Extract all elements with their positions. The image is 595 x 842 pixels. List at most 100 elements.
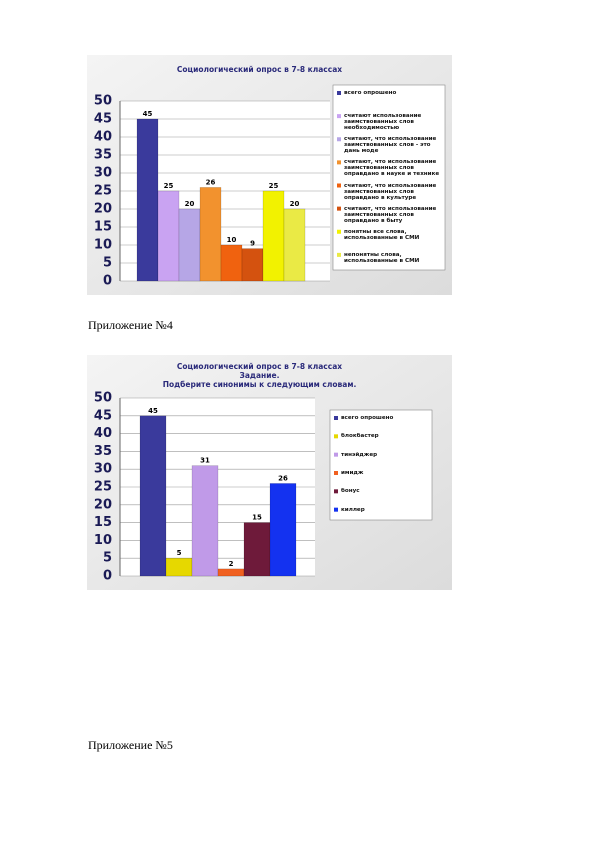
legend-entry: тинэйджер: [341, 451, 378, 458]
legend-entry: понятны все слова, использованные в СМИ: [344, 228, 420, 241]
y-tick-label: 30: [94, 166, 112, 181]
legend: [332, 84, 446, 271]
data-label: 45: [148, 407, 158, 415]
data-label: 25: [269, 182, 279, 190]
legend-entry: считают, что использование заимствованны…: [344, 136, 437, 155]
bar: [217, 568, 245, 577]
data-label: 10: [227, 236, 237, 244]
bar: [283, 208, 306, 282]
legend-swatch: [337, 229, 341, 234]
data-label: 15: [252, 514, 262, 522]
legend-entry: считают, что использование заимствованны…: [344, 182, 437, 201]
data-label: 26: [206, 178, 216, 186]
legend-entry: считают использование заимствованных сло…: [344, 113, 422, 132]
y-tick-label: 5: [103, 256, 112, 271]
legend-swatch: [337, 91, 341, 95]
legend-swatch: [334, 507, 338, 512]
chart-title: Задание.: [240, 371, 280, 380]
legend-swatch: [337, 137, 341, 142]
legend-swatch: [337, 183, 341, 188]
legend-label: считают, что использование заимствованны…: [344, 182, 437, 201]
bar: [262, 190, 285, 282]
legend-entry: всего опрошено: [344, 90, 397, 96]
legend-label: тинэйджер: [341, 451, 378, 458]
legend-entry: бонус: [341, 488, 360, 495]
legend-swatch: [337, 252, 341, 257]
bar: [191, 465, 219, 577]
y-tick-label: 10: [94, 238, 112, 253]
legend-swatch: [337, 114, 341, 119]
y-tick-label: 20: [94, 497, 112, 512]
legend-entry: киллер: [341, 506, 365, 513]
legend-entry: блокбастер: [341, 433, 379, 440]
data-label: 20: [185, 200, 195, 208]
y-tick-label: 25: [94, 480, 112, 495]
legend-entry: всего опрошено: [341, 415, 394, 421]
data-label: 25: [164, 182, 174, 190]
bar: [165, 557, 193, 577]
bar: [220, 244, 243, 282]
legend-entry: считают, что использование заимствованны…: [344, 159, 440, 178]
legend-label: имидж: [341, 470, 364, 476]
y-tick-label: 0: [103, 569, 112, 584]
y-tick-label: 25: [94, 184, 112, 199]
chart-title: Социологический опрос в 7-8 классах: [177, 362, 342, 371]
legend-label: понятны все слова, использованные в СМИ: [344, 228, 420, 241]
y-tick-label: 40: [94, 426, 112, 441]
legend-label: непонятны слова, использованные в СМИ: [344, 251, 420, 264]
y-tick-label: 10: [94, 533, 112, 548]
data-label: 31: [200, 457, 210, 465]
y-tick-label: 20: [94, 202, 112, 217]
y-tick-label: 45: [94, 408, 112, 423]
legend-label: блокбастер: [341, 433, 379, 440]
y-tick-label: 50: [94, 391, 112, 406]
legend-swatch: [337, 160, 341, 165]
legend-label: считают, что использование заимствованны…: [344, 136, 437, 155]
y-tick-label: 15: [94, 220, 112, 235]
y-tick-label: 45: [94, 112, 112, 127]
y-tick-label: 30: [94, 462, 112, 477]
y-tick-label: 5: [103, 551, 112, 566]
legend-label: всего опрошено: [341, 415, 394, 421]
legend-swatch: [334, 489, 338, 494]
legend-entry: непонятны слова, использованные в СМИ: [344, 251, 420, 264]
bar: [136, 118, 159, 282]
chart-subtitle: Подберите синонимы к следующим словам.: [163, 380, 357, 389]
data-label: 9: [250, 240, 255, 248]
legend-entry: считают, что использование заимствованны…: [344, 205, 437, 224]
bar: [269, 483, 297, 577]
caption: Приложение №5: [88, 738, 173, 752]
data-label: 26: [278, 474, 288, 482]
legend-label: всего опрошено: [344, 90, 397, 96]
data-label: 2: [229, 560, 234, 568]
legend-swatch: [334, 434, 338, 439]
legend: [329, 409, 433, 521]
y-tick-label: 15: [94, 515, 112, 530]
chart-title: Социологический опрос в 7-8 классах: [177, 65, 342, 74]
caption: Приложение №4: [88, 318, 173, 332]
bar: [199, 187, 222, 282]
bar: [243, 522, 271, 577]
data-label: 5: [177, 549, 182, 557]
bar: [241, 248, 264, 282]
legend-label: считают, что использование заимствованны…: [344, 205, 437, 224]
legend-label: считают, что использование заимствованны…: [344, 159, 440, 178]
legend-swatch: [334, 471, 338, 475]
data-label: 20: [290, 200, 300, 208]
y-tick-label: 35: [94, 148, 112, 163]
legend-swatch: [334, 416, 338, 420]
legend-label: считают использование заимствованных сло…: [344, 113, 422, 132]
y-tick-label: 40: [94, 130, 112, 145]
data-label: 45: [143, 110, 153, 118]
legend-label: бонус: [341, 488, 360, 495]
bar: [139, 415, 167, 577]
legend-entry: имидж: [341, 470, 364, 476]
legend-swatch: [334, 452, 338, 457]
y-tick-label: 0: [103, 274, 112, 289]
y-tick-label: 50: [94, 94, 112, 109]
legend-label: киллер: [341, 506, 365, 513]
y-tick-label: 35: [94, 444, 112, 459]
bar: [178, 208, 201, 282]
bar: [157, 190, 180, 282]
